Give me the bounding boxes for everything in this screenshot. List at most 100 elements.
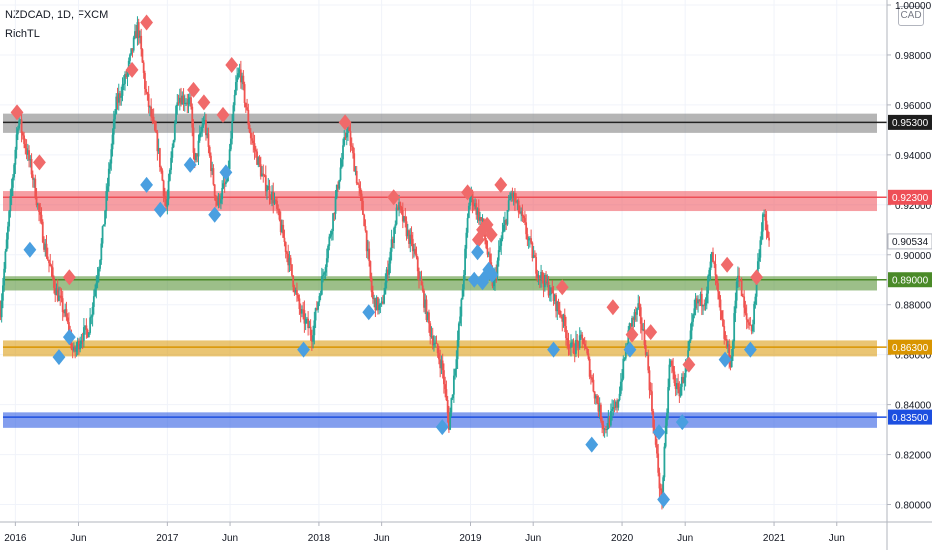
candle-body <box>284 241 287 253</box>
candle-body <box>421 285 424 291</box>
candle-body <box>261 173 263 177</box>
candle-body <box>257 157 260 165</box>
candle-body <box>502 224 505 232</box>
y-tick-label: 0.88000 <box>895 301 932 312</box>
candle-body <box>178 97 181 103</box>
candle-body <box>296 290 298 295</box>
candle-body <box>656 444 658 454</box>
candle-body <box>439 359 442 369</box>
candle-body <box>2 285 4 301</box>
candle-body <box>201 125 204 132</box>
candle-body <box>300 309 303 314</box>
candle-body <box>604 428 607 431</box>
candle-body <box>156 132 159 152</box>
candle-body <box>722 318 724 327</box>
candle-body <box>727 344 729 348</box>
candle-body <box>395 207 398 225</box>
candle-body <box>11 177 14 188</box>
x-tick-label: 2016 <box>4 533 27 544</box>
candle-body <box>575 339 577 354</box>
candle-body <box>181 95 184 105</box>
candle-body <box>329 234 332 237</box>
candle-body <box>418 271 420 280</box>
candle-body <box>384 282 387 295</box>
candle-body <box>120 95 123 98</box>
candle-body <box>705 293 708 304</box>
candle-body <box>172 140 175 148</box>
candle-body <box>149 106 151 108</box>
candle-body <box>541 271 544 281</box>
candle-body <box>455 359 458 370</box>
candle-body <box>244 103 247 108</box>
candle-body <box>109 163 111 169</box>
candle-body <box>104 210 106 225</box>
candle-body <box>471 192 474 206</box>
candle-body <box>110 149 113 164</box>
swing-low-marker <box>623 341 637 358</box>
candle-body <box>14 149 17 165</box>
candle-body <box>551 287 554 294</box>
candle-body <box>163 195 166 199</box>
candle-body <box>372 292 374 299</box>
candle-body <box>487 253 490 255</box>
candle-body <box>56 288 59 301</box>
currency-button[interactable]: CAD <box>898 6 924 26</box>
candle-body <box>355 170 358 184</box>
candle-body <box>203 119 206 122</box>
candle-body <box>135 31 138 39</box>
candle-body <box>323 272 326 275</box>
candle-body <box>228 149 231 170</box>
swing-low-marker <box>743 341 757 358</box>
candle-body <box>742 296 744 298</box>
sr-zone-band <box>3 191 877 212</box>
candle-body <box>215 195 217 202</box>
candle-body <box>16 128 19 135</box>
candle-body <box>707 276 709 294</box>
candle-body <box>121 84 124 96</box>
candle-body <box>399 202 402 208</box>
candle-body <box>576 339 579 343</box>
candle-body <box>606 428 609 431</box>
candle-body <box>528 238 531 240</box>
candle-body <box>633 312 636 320</box>
candle-body <box>474 203 476 207</box>
candle-body <box>369 261 372 278</box>
candle-body <box>233 94 236 106</box>
candle-body <box>700 293 703 307</box>
candle-body <box>713 262 716 264</box>
candle-body <box>259 164 262 177</box>
candle-body <box>264 175 267 192</box>
swing-high-marker <box>682 356 696 373</box>
candle-body <box>497 250 500 261</box>
x-tick-label: Jun <box>525 533 541 544</box>
candle-body <box>654 431 657 445</box>
candle-body <box>0 309 2 318</box>
candle-body <box>694 298 697 309</box>
x-tick-label: Jun <box>677 533 693 544</box>
candle-body <box>46 256 49 260</box>
candle-body <box>526 234 529 240</box>
candle-body <box>268 185 271 198</box>
candle-body <box>299 309 302 314</box>
candle-body <box>740 280 743 297</box>
candle-body <box>388 263 391 275</box>
candle-body <box>431 336 434 346</box>
candle-body <box>251 138 253 141</box>
candle-body <box>734 300 737 314</box>
candle-body <box>553 295 556 301</box>
candle-body <box>646 354 648 356</box>
swing-high-marker <box>387 189 401 206</box>
candle-body <box>142 62 145 73</box>
candle-body <box>165 198 168 207</box>
symbol-title: NZDCAD, 1D, FXCM <box>5 9 109 21</box>
candle-body <box>274 199 277 201</box>
candle-body <box>585 347 587 349</box>
candle-body <box>719 299 722 311</box>
x-tick-label: 2021 <box>763 533 786 544</box>
swing-high-marker <box>471 231 485 248</box>
candle-body <box>666 413 668 426</box>
candle-body <box>595 395 597 399</box>
x-tick-label: Jun <box>374 533 390 544</box>
candle-body <box>653 427 656 432</box>
